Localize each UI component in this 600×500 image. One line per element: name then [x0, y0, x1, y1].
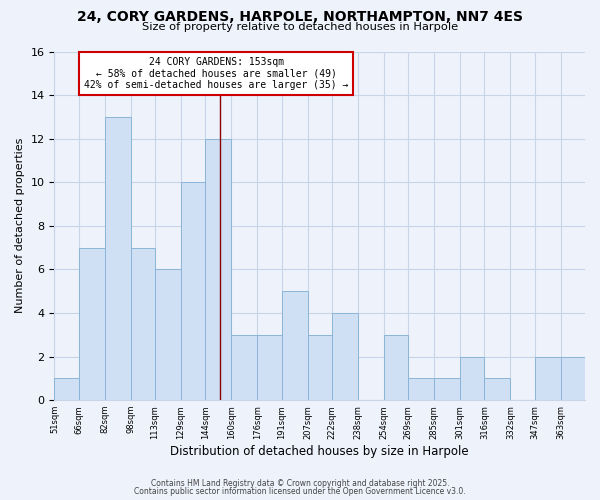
Bar [535, 356, 560, 400]
Bar [460, 356, 484, 400]
X-axis label: Distribution of detached houses by size in Harpole: Distribution of detached houses by size … [170, 444, 469, 458]
Bar [181, 182, 205, 400]
Bar [408, 378, 434, 400]
Bar [281, 291, 308, 400]
Bar [257, 334, 281, 400]
Bar [231, 334, 257, 400]
Y-axis label: Number of detached properties: Number of detached properties [15, 138, 25, 314]
Bar [332, 313, 358, 400]
Bar [560, 356, 585, 400]
Bar [79, 248, 105, 400]
Bar [308, 334, 332, 400]
Bar [155, 270, 181, 400]
Text: Size of property relative to detached houses in Harpole: Size of property relative to detached ho… [142, 22, 458, 32]
Bar [55, 378, 79, 400]
Bar [384, 334, 408, 400]
Bar [484, 378, 511, 400]
Text: 24 CORY GARDENS: 153sqm
← 58% of detached houses are smaller (49)
42% of semi-de: 24 CORY GARDENS: 153sqm ← 58% of detache… [84, 56, 349, 90]
Text: Contains public sector information licensed under the Open Government Licence v3: Contains public sector information licen… [134, 487, 466, 496]
Bar [131, 248, 155, 400]
Bar [434, 378, 460, 400]
Text: 24, CORY GARDENS, HARPOLE, NORTHAMPTON, NN7 4ES: 24, CORY GARDENS, HARPOLE, NORTHAMPTON, … [77, 10, 523, 24]
Bar [105, 117, 131, 400]
Bar [205, 138, 231, 400]
Text: Contains HM Land Registry data © Crown copyright and database right 2025.: Contains HM Land Registry data © Crown c… [151, 478, 449, 488]
